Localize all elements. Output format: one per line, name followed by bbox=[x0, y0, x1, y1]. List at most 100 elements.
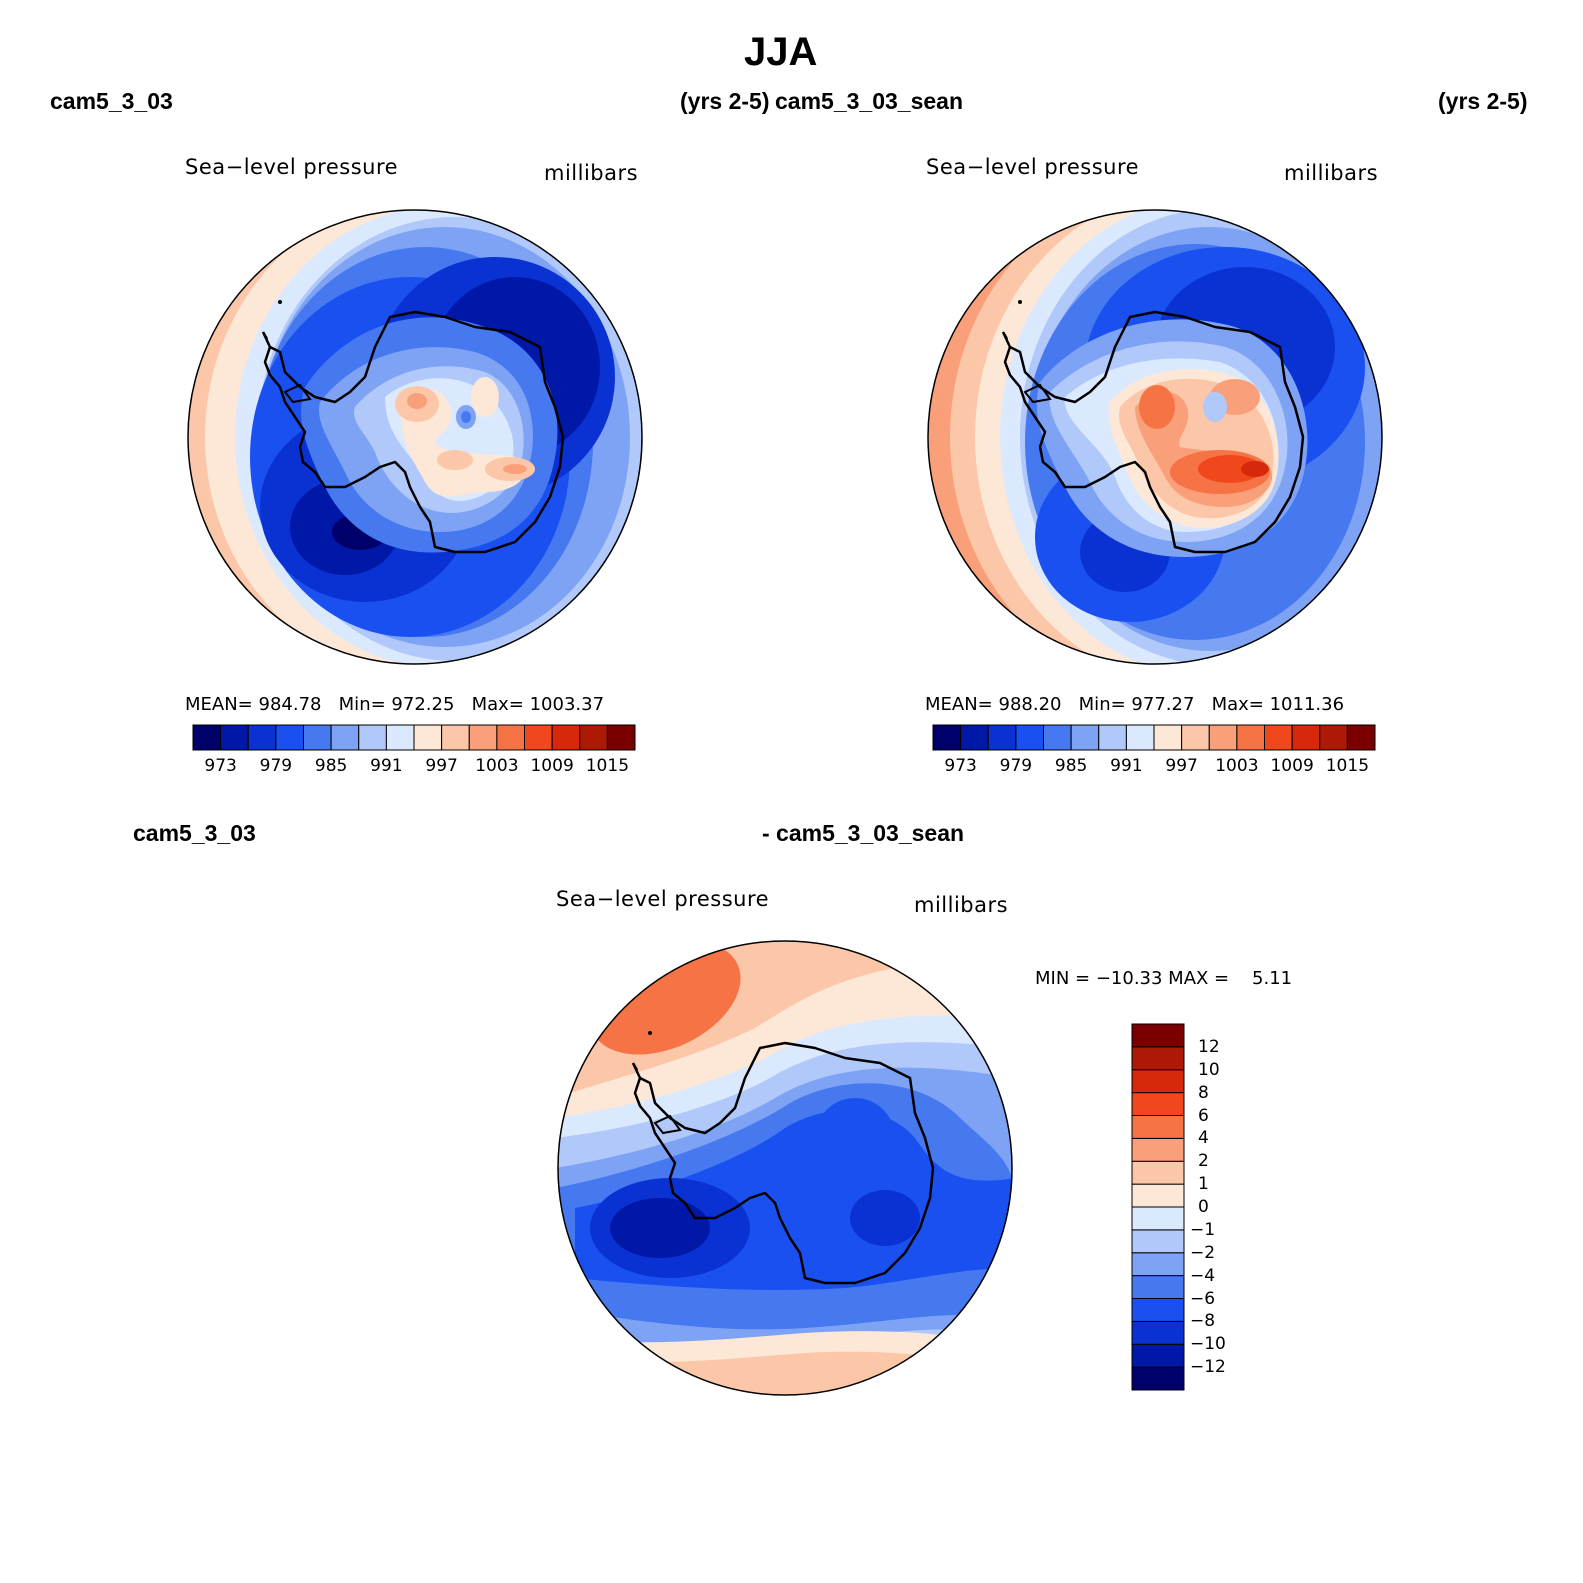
colorbar-tick-label: −2 bbox=[1190, 1242, 1216, 1263]
colorbar-box bbox=[330, 724, 360, 751]
panel3-map bbox=[557, 940, 1013, 1396]
colorbar-box bbox=[192, 724, 222, 751]
panel3-variable: Sea−level pressure bbox=[556, 887, 770, 911]
colorbar-box bbox=[468, 724, 498, 751]
colorbar-box bbox=[1131, 1137, 1185, 1162]
colorbar-tick-label: 1003 bbox=[475, 756, 519, 776]
panel1-mean: 984.78 bbox=[258, 694, 322, 715]
panel1-units: millibars bbox=[544, 161, 639, 185]
panel2-units: millibars bbox=[1284, 161, 1379, 185]
colorbar-box bbox=[1131, 1229, 1185, 1254]
colorbar-box bbox=[1291, 724, 1321, 751]
colorbar-box bbox=[1131, 1298, 1185, 1322]
panel1-map bbox=[187, 209, 643, 665]
colorbar-box bbox=[960, 724, 989, 751]
colorbar-box bbox=[275, 724, 304, 751]
panel3-colorbar bbox=[1131, 1023, 1185, 1391]
colorbar-box bbox=[1131, 1320, 1185, 1345]
panel2-mean-label: MEAN= bbox=[925, 694, 993, 715]
colorbar-tick-label: 1 bbox=[1198, 1174, 1209, 1195]
colorbar-box bbox=[1125, 724, 1155, 751]
colorbar-tick-label: −10 bbox=[1190, 1334, 1226, 1355]
colorbar-box bbox=[1153, 724, 1183, 751]
colorbar-tick-label: 979 bbox=[259, 756, 293, 776]
colorbar-tick-label: −4 bbox=[1190, 1265, 1216, 1286]
colorbar-tick-label: 991 bbox=[1110, 756, 1143, 776]
panel2-min-label: Min= bbox=[1078, 694, 1126, 715]
panel1-max: 1003.37 bbox=[529, 694, 605, 715]
panel1-mean-label: MEAN= bbox=[185, 694, 253, 715]
colorbar-tick-label: 0 bbox=[1198, 1197, 1209, 1217]
panel3-max: 5.11 bbox=[1252, 968, 1293, 989]
colorbar-tick-label: 985 bbox=[314, 756, 348, 776]
colorbar-box bbox=[385, 724, 415, 751]
colorbar-tick-label: −6 bbox=[1190, 1288, 1216, 1309]
figure-title: JJA bbox=[744, 30, 818, 74]
colorbar-tick-label: 12 bbox=[1198, 1036, 1220, 1057]
colorbar-tick-label: 6 bbox=[1198, 1105, 1209, 1126]
colorbar-box bbox=[932, 724, 962, 751]
panel2-colorbar-ticks: 973 979 985 991 997 1003 1009 1015 bbox=[933, 756, 1375, 780]
colorbar-box bbox=[1131, 1092, 1185, 1116]
colorbar-tick-label: 985 bbox=[1054, 756, 1088, 776]
case1-name: cam5_3_03 bbox=[50, 88, 173, 114]
panel3-units: millibars bbox=[914, 893, 1009, 917]
colorbar-box bbox=[1346, 724, 1376, 751]
panel1-variable: Sea−level pressure bbox=[185, 155, 399, 179]
colorbar-box bbox=[1236, 724, 1265, 751]
colorbar-tick-label: −8 bbox=[1190, 1311, 1216, 1332]
colorbar-box bbox=[1319, 724, 1348, 751]
diff-case-right: - cam5_3_03_sean bbox=[762, 820, 965, 846]
colorbar-box bbox=[1043, 724, 1072, 751]
panel2-max: 1011.36 bbox=[1269, 694, 1345, 715]
panel1-stats: MEAN= 984.78 Min= 972.25 Max= 1003.37 bbox=[185, 694, 604, 715]
diff-case-left: cam5_3_03 bbox=[133, 820, 256, 846]
panel1-colorbar bbox=[192, 724, 636, 751]
colorbar-box bbox=[551, 724, 581, 751]
case2-years: (yrs 2-5) bbox=[1438, 88, 1528, 114]
colorbar-box bbox=[1181, 724, 1210, 751]
panel1-min-label: Min= bbox=[338, 694, 386, 715]
colorbar-box bbox=[606, 724, 636, 751]
panel2-map bbox=[927, 209, 1383, 665]
colorbar-tick-label: 979 bbox=[999, 756, 1033, 776]
colorbar-box bbox=[247, 724, 277, 751]
panel1-min: 972.25 bbox=[391, 694, 455, 715]
colorbar-box bbox=[413, 724, 443, 751]
colorbar-box bbox=[1131, 1160, 1185, 1185]
panel2-stats: MEAN= 988.20 Min= 977.27 Max= 1011.36 bbox=[925, 694, 1344, 715]
colorbar-box bbox=[496, 724, 525, 751]
colorbar-tick-label: 4 bbox=[1198, 1128, 1209, 1149]
panel3-minmax: MIN = −10.33 MAX = 5.11 bbox=[1035, 968, 1292, 989]
colorbar-box bbox=[1131, 1275, 1185, 1299]
colorbar-tick-label: 1015 bbox=[1325, 756, 1370, 776]
panel2-min: 977.27 bbox=[1131, 694, 1195, 715]
colorbar-box bbox=[1131, 1252, 1185, 1277]
colorbar-tick-label: 1009 bbox=[1270, 756, 1314, 776]
colorbar-tick-label: 10 bbox=[1198, 1059, 1220, 1080]
colorbar-box bbox=[1098, 724, 1127, 751]
colorbar-tick-label: 1009 bbox=[530, 756, 574, 776]
colorbar-tick-label: −1 bbox=[1190, 1219, 1216, 1240]
colorbar-tick-label: 1003 bbox=[1215, 756, 1259, 776]
case1-years: (yrs 2-5) bbox=[680, 88, 770, 114]
panel2-variable: Sea−level pressure bbox=[926, 155, 1140, 179]
colorbar-tick-label: 991 bbox=[370, 756, 403, 776]
colorbar-tick-label: 997 bbox=[425, 756, 458, 776]
panel1-colorbar-ticks: 973 979 985 991 997 1003 1009 1015 bbox=[193, 756, 635, 780]
panel2-mean: 988.20 bbox=[998, 694, 1062, 715]
panel3-colorbar-ticks: 12 10 8 6 4 2 1 0 −1 −2 −4 −6 −8 −10 −12 bbox=[1190, 1024, 1250, 1390]
colorbar-tick-label: 997 bbox=[1165, 756, 1198, 776]
colorbar-box bbox=[987, 724, 1017, 751]
colorbar-box bbox=[524, 724, 553, 751]
colorbar-tick-label: 1015 bbox=[585, 756, 630, 776]
colorbar-box bbox=[1264, 724, 1293, 751]
colorbar-box bbox=[1131, 1206, 1185, 1231]
colorbar-box bbox=[1131, 1115, 1185, 1139]
colorbar-tick-label: 973 bbox=[204, 756, 237, 776]
colorbar-tick-label: 2 bbox=[1198, 1151, 1209, 1172]
colorbar-box bbox=[220, 724, 249, 751]
colorbar-box bbox=[1131, 1366, 1185, 1391]
colorbar-box bbox=[1015, 724, 1044, 751]
colorbar-box bbox=[1208, 724, 1238, 751]
